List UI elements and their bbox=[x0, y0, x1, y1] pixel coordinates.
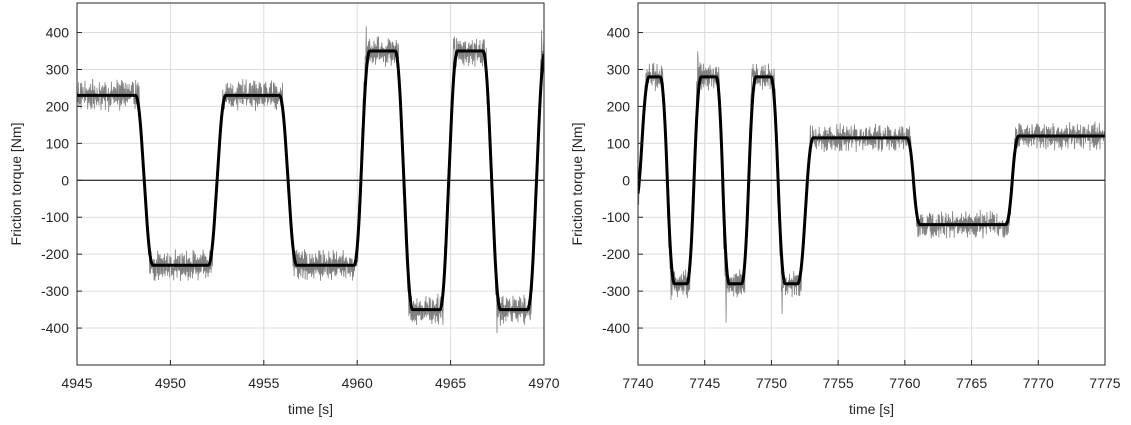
plot-background bbox=[638, 3, 1105, 365]
x-axis-label: time [s] bbox=[849, 401, 894, 417]
y-tick-label: -400 bbox=[602, 320, 630, 336]
x-tick-label: 4945 bbox=[61, 375, 92, 391]
x-tick-label: 7745 bbox=[689, 375, 720, 391]
y-tick-label: 200 bbox=[607, 98, 631, 114]
x-axis-label: time [s] bbox=[288, 401, 333, 417]
y-tick-label: -300 bbox=[41, 283, 69, 299]
x-tick-label: 4955 bbox=[248, 375, 279, 391]
left-chart: 4945 4950 4955 4960 4965 4970 -400 -300 -200 -100… bbox=[0, 0, 566, 425]
x-tick-label: 4950 bbox=[155, 375, 186, 391]
y-tick-label: 300 bbox=[607, 61, 631, 77]
y-tick-label: -200 bbox=[602, 246, 630, 262]
y-tick-label: -100 bbox=[602, 209, 630, 225]
y-tick-label: 0 bbox=[622, 172, 630, 188]
x-tick-label: 4965 bbox=[435, 375, 466, 391]
x-tick-label: 7750 bbox=[756, 375, 787, 391]
y-axis-label: Friction torque [Nm] bbox=[569, 123, 585, 246]
x-tick-label: 4960 bbox=[342, 375, 373, 391]
y-tick-label: -100 bbox=[41, 209, 69, 225]
y-tick-label: 200 bbox=[46, 98, 70, 114]
x-tick-label: 7740 bbox=[622, 375, 653, 391]
x-tick-label: 7760 bbox=[889, 375, 920, 391]
y-tick-label: 400 bbox=[46, 25, 70, 41]
x-tick-label: 4970 bbox=[528, 375, 559, 391]
y-tick-label: -400 bbox=[41, 320, 69, 336]
x-tick-label: 7765 bbox=[956, 375, 987, 391]
y-tick-label: -300 bbox=[602, 283, 630, 299]
x-tick-label: 7775 bbox=[1089, 375, 1120, 391]
y-tick-label: -200 bbox=[41, 246, 69, 262]
x-tick-label: 7770 bbox=[1023, 375, 1054, 391]
y-axis-label: Friction torque [Nm] bbox=[8, 123, 24, 246]
y-tick-label: 100 bbox=[607, 135, 631, 151]
x-tick-label: 7755 bbox=[823, 375, 854, 391]
y-tick-label: 400 bbox=[607, 25, 631, 41]
right-chart: 7740 7745 7750 7755 7760 7765 7770 7775 -400 -300… bbox=[566, 0, 1131, 425]
y-tick-label: 0 bbox=[61, 172, 69, 188]
y-tick-label: 100 bbox=[46, 135, 70, 151]
y-tick-label: 300 bbox=[46, 61, 70, 77]
